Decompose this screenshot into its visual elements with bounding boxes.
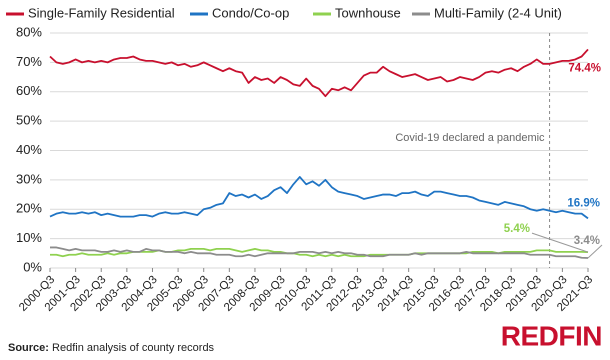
logo: REDFIN	[501, 320, 602, 351]
legend-label: Condo/Co-op	[212, 5, 289, 20]
y-tick-label: 80%	[16, 24, 42, 39]
annotation-text: Covid-19 declared a pandemic	[395, 132, 545, 144]
legend-label: Townhouse	[335, 5, 401, 20]
y-tick-label: 70%	[16, 54, 42, 69]
y-tick-label: 0%	[23, 259, 42, 274]
legend-label: Multi-Family (2-4 Unit)	[434, 5, 562, 20]
y-tick-label: 50%	[16, 113, 42, 128]
value-label: 3.4%	[574, 235, 600, 247]
label-leader	[587, 244, 603, 259]
source: Source: Redfin analysis of county record…	[8, 342, 215, 354]
series-line	[49, 176, 589, 220]
value-label: 16.9%	[567, 197, 600, 209]
source-text: Redfin analysis of county records	[52, 342, 215, 354]
series-line	[49, 48, 589, 98]
legend-label: Single-Family Residential	[28, 5, 175, 20]
y-tick-label: 30%	[16, 171, 42, 186]
label-leader	[531, 232, 589, 253]
value-label: 5.4%	[504, 223, 530, 235]
y-tick-label: 60%	[16, 83, 42, 98]
value-label: 74.4%	[568, 62, 601, 74]
y-tick-label: 20%	[16, 201, 42, 216]
y-tick-label: 10%	[16, 230, 42, 245]
y-tick-label: 40%	[16, 142, 42, 157]
series-line	[50, 246, 589, 259]
source-label: Source:	[8, 342, 49, 354]
